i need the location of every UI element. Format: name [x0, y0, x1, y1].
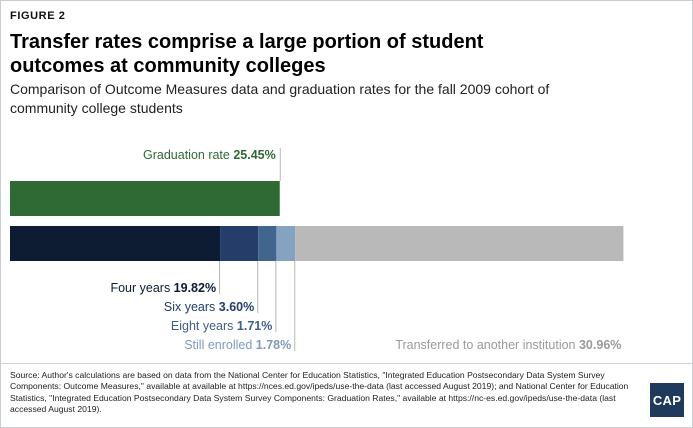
eight-years-label: Eight years 1.71%: [171, 319, 272, 333]
still-enrolled-label: Still enrolled 1.78%: [184, 338, 291, 352]
graduation-rate-label: Graduation rate 25.45%: [143, 148, 276, 162]
chart-canvas: Graduation rate 25.45% Four years 19.82% S…: [10, 148, 624, 352]
still-enrolled-segment: [276, 226, 296, 261]
chart-subtitle: Comparison of Outcome Measures data and …: [10, 81, 550, 116]
cap-logo: CAP: [650, 383, 684, 417]
eight-years-segment: [258, 226, 277, 261]
four-years-label: Four years 19.82%: [110, 281, 216, 295]
figure-label: FIGURE 2: [10, 10, 66, 22]
footer-divider: [0, 363, 693, 364]
graduation-rate-bar: [10, 181, 280, 216]
source-note: Source: Author's calculations are based …: [10, 370, 629, 415]
six-years-segment: [220, 226, 259, 261]
transferred-to-another-institution-segment: [295, 226, 624, 261]
transferred-to-another-institution-label: Transferred to another institution 30.96…: [395, 338, 621, 352]
four-years-segment: [10, 226, 221, 261]
six-years-label: Six years 3.60%: [164, 300, 254, 314]
chart-title: Transfer rates comprise a large portion …: [10, 31, 484, 77]
